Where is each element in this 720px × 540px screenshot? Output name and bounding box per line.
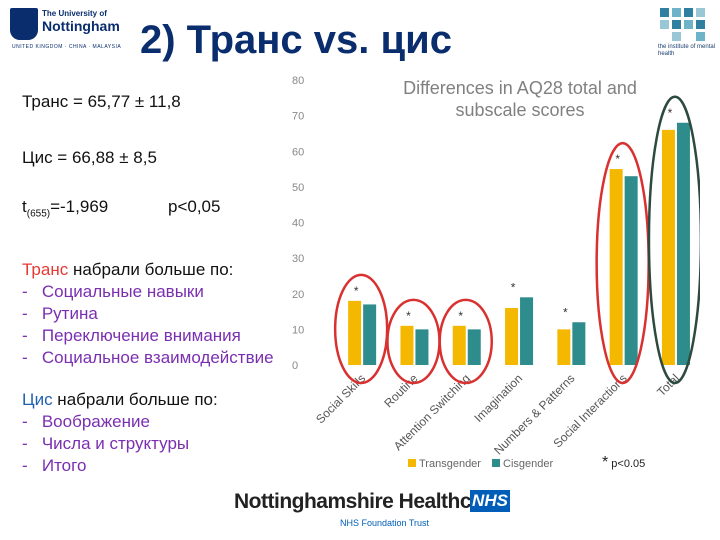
bar-cisgender-1 <box>415 329 429 365</box>
significance-star: * <box>563 305 568 319</box>
bar-transgender-4 <box>557 329 571 365</box>
significance-star: * <box>406 309 411 323</box>
list-item-text: Числа и структуры <box>41 434 190 453</box>
y-tick-label: 30 <box>292 253 304 265</box>
legend-label: Transgender <box>419 458 481 470</box>
t-prefix: t <box>22 197 27 216</box>
significance-star: * <box>354 284 359 298</box>
bar-transgender-1 <box>400 325 414 365</box>
cis-higher-list: Цис набрали больше по: - Воображение - Ч… <box>22 389 218 477</box>
crest-icon <box>10 8 38 40</box>
trans-list-heading: Транс набрали больше по: <box>22 259 274 281</box>
bar-cisgender-4 <box>572 322 586 365</box>
legend-swatch <box>408 459 416 467</box>
legend-label: Cisgender <box>503 458 553 470</box>
bar-cisgender-0 <box>363 304 377 365</box>
imh-logo-text: the institute of mental health <box>658 44 716 57</box>
uni-logo-line1: The University of <box>42 9 107 18</box>
list-item-text: Рутина <box>41 304 98 323</box>
bar-cisgender-3 <box>520 297 534 365</box>
list-item: - Социальное взаимодействие <box>22 348 274 367</box>
bar-transgender-3 <box>505 308 519 365</box>
significance-note: * p<0.05 <box>602 454 645 472</box>
legend-swatch <box>492 459 500 467</box>
y-tick-label: 0 <box>292 360 298 372</box>
list-item: - Рутина <box>22 304 98 323</box>
list-item: - Переключение внимания <box>22 326 241 345</box>
category-label: Total <box>654 371 682 399</box>
category-label: Social Skills <box>313 371 368 426</box>
y-tick-label: 50 <box>292 182 304 194</box>
t-test-stat: t(655)=-1,969 <box>22 197 108 219</box>
trans-higher-list: Транс набрали больше по: - Социальные на… <box>22 259 274 369</box>
trans-highlight: Транс <box>22 260 69 279</box>
bar-transgender-5 <box>609 169 623 365</box>
uni-logo-line2: Nottingham <box>42 18 120 34</box>
list-item: - Итого <box>22 456 87 475</box>
list-item-text: Социальное взаимодействие <box>41 348 274 367</box>
significance-star: * <box>615 152 620 166</box>
list-item-text: Переключение внимания <box>41 326 241 345</box>
cis-list-heading-rest: набрали больше по: <box>52 390 218 409</box>
nhs-badge: NHS <box>470 490 510 512</box>
list-item-text: Социальные навыки <box>41 282 204 301</box>
cis-stat: Цис = 66,88 ± 8,5 <box>22 148 157 167</box>
uni-logo-line3: UNITED KINGDOM · CHINA · MALAYSIA <box>12 44 122 50</box>
y-tick-label: 80 <box>292 75 304 87</box>
p-value: p<0,05 <box>168 197 221 216</box>
trans-list-heading-rest: набрали больше по: <box>68 260 234 279</box>
y-tick-label: 40 <box>292 218 304 230</box>
trust-name: NHS Foundation Trust <box>340 518 430 528</box>
significance-star: * <box>668 106 673 120</box>
bar-transgender-6 <box>661 129 675 365</box>
bar-transgender-2 <box>452 325 466 365</box>
list-item-text: Итого <box>41 456 87 475</box>
y-tick-label: 70 <box>292 111 304 123</box>
bar-cisgender-6 <box>676 122 690 365</box>
y-tick-label: 20 <box>292 289 304 301</box>
chart-title: Differences in AQ28 total and <box>403 78 637 98</box>
chart-title: subscale scores <box>455 100 584 120</box>
list-item: - Числа и структуры <box>22 434 190 453</box>
slide-title: 2) Транс vs. цис <box>140 18 452 62</box>
y-tick-label: 10 <box>292 324 304 336</box>
category-label: Imagination <box>471 371 525 425</box>
org-name: Nottinghamshire Healthcare <box>234 490 502 513</box>
chart-svg: 0 10 20 30 40 50 60 70 80 Differences in AQ28 tot… <box>292 75 703 470</box>
bar-cisgender-5 <box>624 176 638 365</box>
cis-highlight: Цис <box>22 390 53 409</box>
significance-star: * <box>602 454 609 471</box>
highlight-ellipse <box>595 141 650 385</box>
cis-list-heading: Цис набрали больше по: <box>22 389 218 411</box>
nottinghamshire-healthcare-logo: Nottinghamshire Healthcare NHS NHS Found… <box>234 488 534 536</box>
bar-cisgender-2 <box>467 329 481 365</box>
list-item-text: Воображение <box>41 412 150 431</box>
t-value: =-1,969 <box>50 197 109 216</box>
list-item: - Воображение <box>22 412 150 431</box>
significance-star: * <box>458 309 463 323</box>
aq28-bar-chart: 0 10 20 30 40 50 60 70 80 Differences in AQ28 tot… <box>290 68 703 488</box>
trans-stat: Транс = 65,77 ± 11,8 <box>22 92 181 111</box>
y-tick-label: 60 <box>292 146 304 158</box>
highlight-ellipse <box>333 273 389 385</box>
significance-star: * <box>511 280 516 294</box>
highlight-ellipse <box>438 298 493 385</box>
university-of-nottingham-logo: The University of Nottingham UNITED KING… <box>10 6 140 50</box>
t-df: (655) <box>26 208 51 220</box>
bar-transgender-0 <box>348 300 362 365</box>
list-item: - Социальные навыки <box>22 282 204 301</box>
institute-of-mental-health-logo: the institute of mental health <box>652 4 718 66</box>
significance-text: p<0.05 <box>608 458 646 470</box>
highlight-ellipse <box>386 298 441 385</box>
